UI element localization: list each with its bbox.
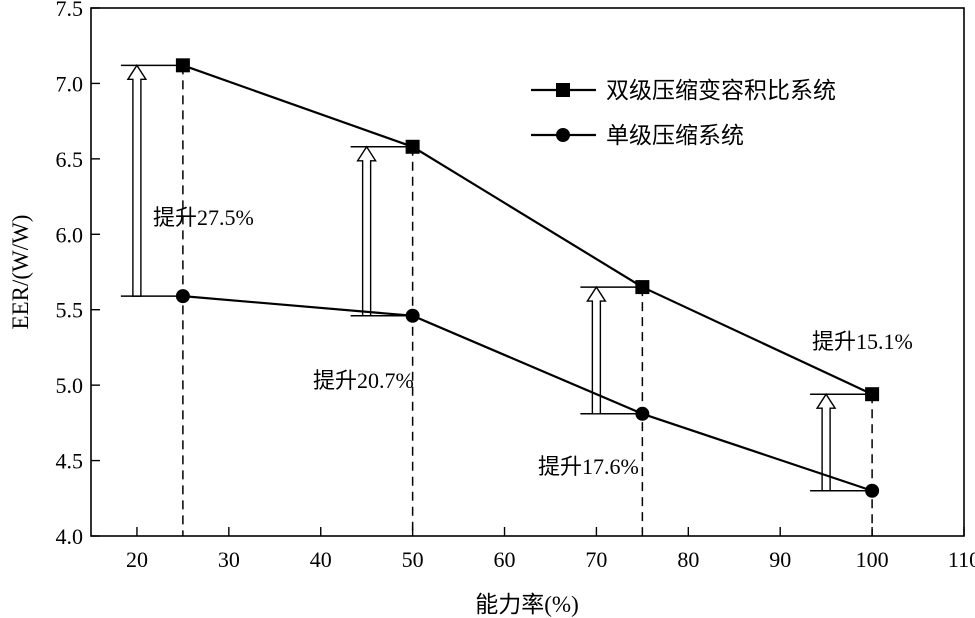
y-tick-label: 6.0 xyxy=(56,222,84,247)
x-tick-label: 100 xyxy=(856,547,889,572)
x-tick-label: 90 xyxy=(769,547,791,572)
x-tick-label: 50 xyxy=(402,547,424,572)
data-point-square xyxy=(635,280,650,295)
x-tick-label: 40 xyxy=(310,547,332,572)
x-tick-label: 70 xyxy=(585,547,607,572)
series-line-two-stage xyxy=(182,64,873,396)
legend-label: 双级压缩变容积比系统 xyxy=(606,78,836,104)
y-tick-label: 4.5 xyxy=(56,449,84,474)
x-tick-label: 110 xyxy=(948,547,975,572)
y-axis-ticks: 4.0 4.5 5.0 5.5 6.0 6.5 7.0 7.5 xyxy=(56,0,100,549)
improvement-label: 提升20.7% xyxy=(313,368,414,393)
data-point-circle xyxy=(635,406,650,421)
y-axis-title: EER/(W/W) xyxy=(8,215,33,330)
x-axis-title: 能力率(%) xyxy=(475,592,578,617)
x-tick-label: 30 xyxy=(218,547,240,572)
data-point-circle xyxy=(865,483,880,498)
improvement-label: 提升27.5% xyxy=(153,205,254,230)
y-tick-label: 7.0 xyxy=(56,71,84,96)
improvement-arrows xyxy=(120,64,873,492)
dashed-guide-lines xyxy=(182,65,873,536)
improvement-annotations: 提升27.5% 提升20.7% 提升17.6% 提升15.1% xyxy=(153,205,913,479)
data-point-square xyxy=(405,139,420,154)
y-tick-label: 5.5 xyxy=(56,298,84,323)
y-tick-label: 4.0 xyxy=(56,524,84,549)
legend-marker-square xyxy=(556,83,570,97)
legend-label: 单级压缩系统 xyxy=(606,123,744,149)
series-line-single-stage xyxy=(182,295,873,492)
plot-frame xyxy=(90,7,965,537)
data-series xyxy=(175,58,880,498)
x-tick-label: 60 xyxy=(494,547,516,572)
data-point-square xyxy=(175,58,190,73)
y-tick-label: 7.5 xyxy=(56,0,84,21)
x-tick-label: 20 xyxy=(126,547,148,572)
y-tick-label: 5.0 xyxy=(56,373,84,398)
legend-marker-circle xyxy=(556,128,570,142)
x-axis-ticks: 20 30 40 50 60 70 80 90 100 110 xyxy=(126,527,975,572)
data-point-square xyxy=(865,387,880,402)
improvement-label: 提升17.6% xyxy=(538,454,639,479)
data-point-circle xyxy=(405,308,420,323)
x-tick-label: 80 xyxy=(677,547,699,572)
improvement-arrow xyxy=(356,145,377,317)
data-point-circle xyxy=(175,289,190,304)
y-tick-label: 6.5 xyxy=(56,147,84,172)
improvement-label: 提升15.1% xyxy=(812,329,913,354)
improvement-arrow xyxy=(126,64,148,297)
